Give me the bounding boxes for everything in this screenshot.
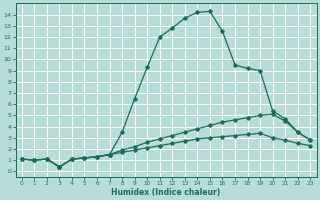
X-axis label: Humidex (Indice chaleur): Humidex (Indice chaleur)	[111, 188, 221, 197]
